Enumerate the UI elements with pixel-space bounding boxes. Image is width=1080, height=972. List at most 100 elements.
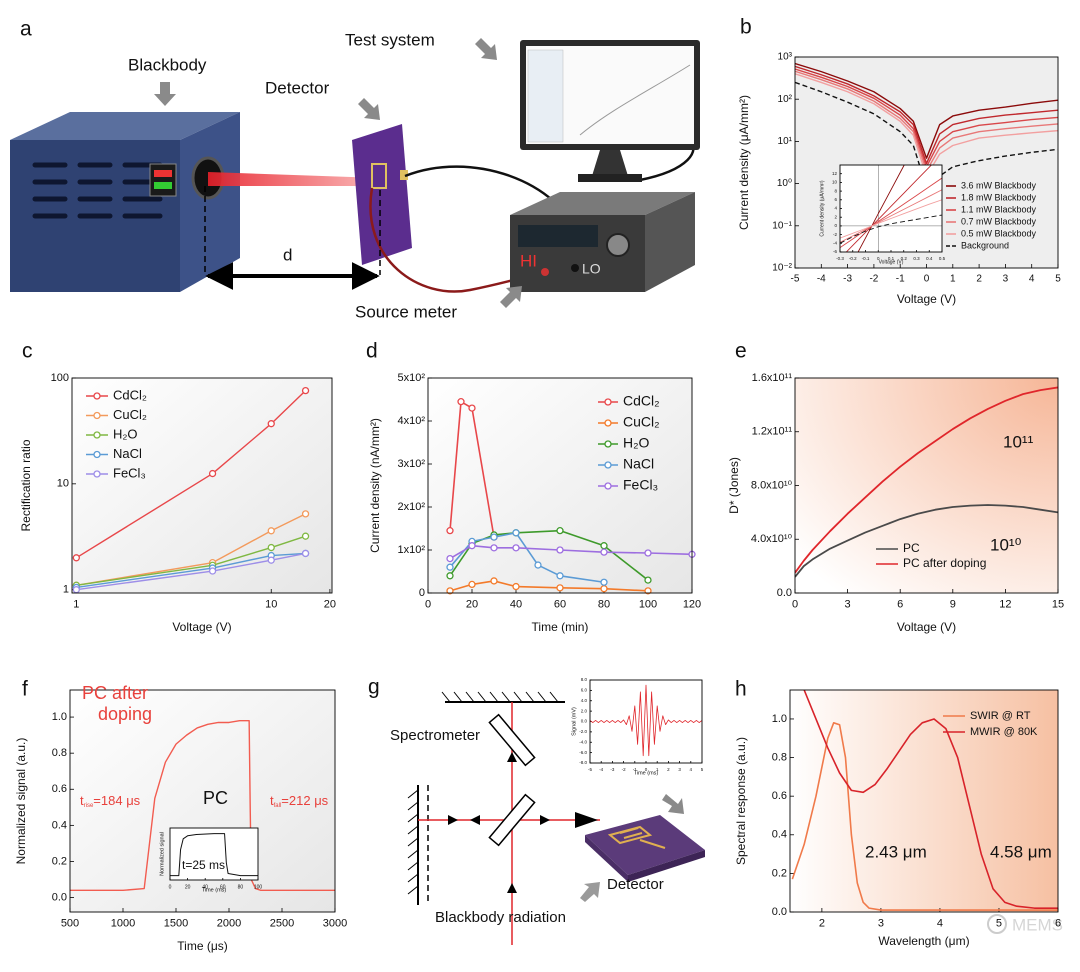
watermark: MEMS [987,914,1063,934]
terminal [571,264,579,272]
plot-background [170,828,258,880]
data-point [446,527,454,535]
data-point [600,585,608,593]
x-tick-label: 2 [667,767,670,772]
chart: 500 1000 1500 2000 2500 30000.00.20.40.60.81.… [14,678,347,954]
y-tick-label: 10⁰ [777,178,792,189]
x-tick-label: 4 [937,918,943,930]
x-tick-label: -5 [588,767,592,772]
y-tick-label: 2.0 [581,708,588,713]
panel-letter: e [735,340,747,363]
y-tick-label: 0.0 [777,587,792,599]
plot-background [840,165,942,252]
y-tick-label: 8.0 [581,677,588,682]
y-tick-label: 2x10² [397,501,425,513]
y-tick-label: 0.8 [52,747,67,759]
y-tick-label: 10² [778,94,793,105]
y-tick-label: 0.0 [772,906,787,918]
y-tick-label: 4 [834,206,837,211]
detector-chip-edge [628,850,705,882]
data-point [490,544,498,552]
time-symbol: t [270,793,274,808]
mirror-hatch [407,789,419,895]
x-tick-label: -2 [869,274,878,285]
detector-pad [400,170,408,180]
plot-background [795,378,1058,593]
label: Blackbody [128,55,207,74]
series-line [791,722,1058,911]
series-line [795,504,1058,578]
pointer-arrow [662,794,684,814]
time-subscript: rise [84,803,94,809]
x-tick-label: 1500 [164,918,188,930]
time-label: trise=184 μs [80,793,141,808]
legend-marker [93,411,101,420]
series-line [795,62,1058,159]
x-tick-label: 100 [254,884,263,890]
annotation: t=25 ms [182,858,225,872]
data-point [457,397,465,406]
y-tick-label: 2 [834,214,837,219]
data-point [556,584,564,592]
y-tick-label: 0.6 [772,790,787,802]
x-tick-label: 10 [265,599,277,611]
data-point [490,533,498,541]
series-line [840,177,942,249]
chart: 0 20 40 60 80 100 Time (ms) Normalized signal t=… [159,827,263,893]
x-tick-label: 20 [324,599,336,611]
y-tick-label: 1x10² [397,544,425,556]
chart: 0 20 40 60 80 100 120 0 1x10² 2x10² 3x10² 4x10² 5x10… [366,340,701,635]
x-tick-label: 0.3 [913,256,920,261]
legend-label: H₂O [113,426,138,441]
x-tick-label: -4 [599,767,603,772]
series-group [170,833,258,877]
x-tick-label: 2000 [217,918,241,930]
display-readout [154,182,172,189]
x-axis-label: Wavelength (μm) [878,934,969,948]
y-axis-label: D* (Jones) [727,457,741,514]
x-tick-label: -1 [896,274,905,285]
panel-letter: f [22,678,28,701]
chart: -5 -4 -3 -2 -1 0 1 2 3 4 5 -8.0 -6.0 -4.0 -2.0 0.0 2.0 4.… [571,677,703,776]
x-tick-label: 4 [1029,274,1035,285]
y-tick-label: 8 [834,188,837,193]
panel-letter: b [740,16,752,39]
legend-label: PC [903,541,920,555]
data-point [208,567,217,575]
y-tick-label: 4x10² [397,415,425,427]
legend-label: Background [961,240,1009,250]
legend-label: CuCl₂ [623,414,660,430]
y-tick-label: 10⁻² [772,263,792,274]
data-point [644,576,652,584]
legend-marker [93,431,101,439]
x-tick-label: 0.1 [888,256,895,261]
x-axis-label: Voltage (V) [897,620,956,634]
x-axis-label: Time (μs) [177,939,227,953]
chart: -5 -4 -3 -2 -1 0 1 2 3 4 510⁻²10⁻¹10⁰10¹10²10³Volt… [737,16,1061,307]
plot-frame [839,164,943,253]
panel-letter: h [735,678,747,701]
y-tick-label: 10¹ [778,136,793,147]
data-point [267,527,275,535]
y-tick-label: -2.0 [579,729,587,734]
y-tick-label: 1 [63,584,69,596]
data-point [490,577,498,585]
series-line [590,684,702,757]
legend-marker [604,461,612,469]
annotation: PC after [82,683,148,703]
legend-marker [604,419,612,427]
series-line [845,165,933,252]
legend-marker [93,470,101,478]
series-group [75,390,307,591]
label: Spectrometer [390,727,480,744]
data-point [556,572,564,580]
x-tick-label: 20 [466,599,478,611]
y-tick-label: 0.0 [52,891,67,903]
x-tick-label: 0 [169,884,172,890]
y-tick-label: -4 [833,240,837,245]
y-tick-label: 6.0 [581,688,588,693]
panel-a-diagram: a Blackbody Detector Test system Source … [10,18,700,321]
y-axis-label: Rectification ratio [19,439,33,531]
panel-g-diagram: g Spectrometer Blackbody radiation Detec… [368,676,705,945]
legend-label: PC after doping [903,556,986,570]
